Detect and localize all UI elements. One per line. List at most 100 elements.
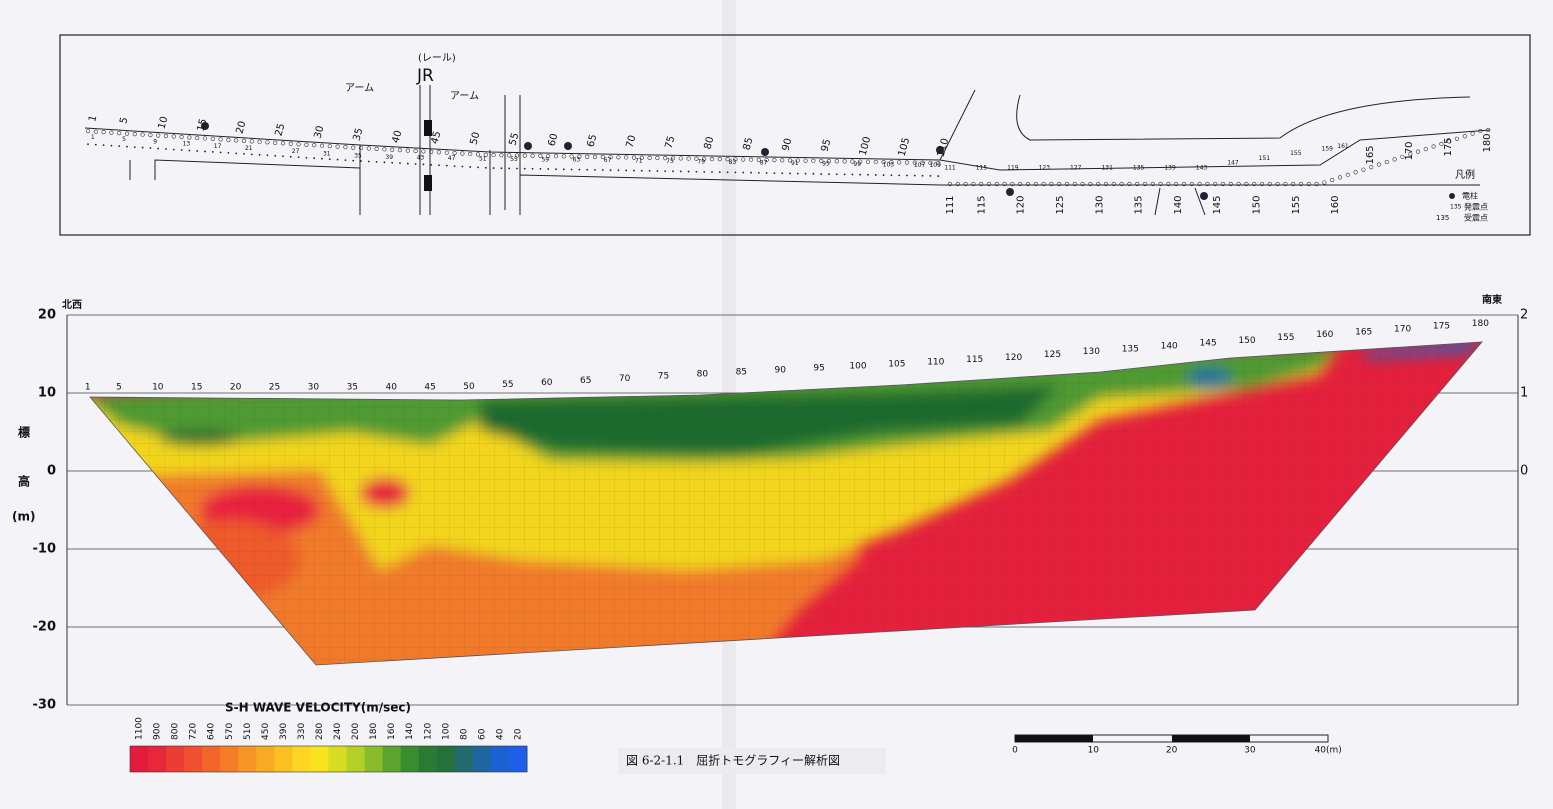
shot-label: 51	[479, 155, 487, 162]
receiver-dot	[1119, 181, 1124, 187]
receiver-dot	[171, 134, 176, 139]
colorbar-label: 280	[315, 723, 325, 740]
receiver-dot	[1384, 159, 1389, 165]
shot-dot	[578, 168, 581, 171]
receiver-dot	[140, 132, 145, 137]
station-label: 5	[118, 116, 130, 125]
receiver-dot	[955, 181, 960, 187]
receiver-dot	[1283, 181, 1288, 187]
receiver-dot	[725, 157, 730, 162]
receiver-dot	[834, 159, 839, 164]
colorbar-label: 510	[243, 723, 253, 740]
receiver-dot	[460, 151, 465, 156]
arm-label: アーム	[345, 82, 374, 94]
shot-label: 13	[183, 141, 191, 148]
receiver-dot	[265, 140, 270, 145]
shot-dot	[484, 166, 487, 169]
station-label: 95	[820, 138, 834, 153]
station-label: 115	[976, 195, 987, 214]
station-label: 110	[936, 137, 952, 158]
pole	[936, 146, 944, 154]
receiver-dot	[1415, 149, 1421, 154]
receiver-dot	[842, 159, 847, 164]
receiver-dot	[561, 154, 566, 159]
station-label: 90	[781, 137, 795, 152]
colorbar-cell	[130, 746, 149, 772]
shot-dot	[469, 166, 472, 168]
receiver-dot	[304, 142, 309, 147]
shot-dot	[913, 174, 916, 177]
station-label: 10	[157, 115, 171, 130]
receiver-dot	[826, 159, 832, 164]
receiver-dot	[600, 154, 605, 160]
shot-label: 161	[1337, 143, 1349, 150]
colorbar-label: 200	[351, 723, 361, 740]
shot-label: 147	[1227, 160, 1239, 167]
receiver-dot	[148, 132, 153, 138]
shot-dot	[828, 173, 830, 176]
shot-dot	[414, 163, 417, 165]
shot-label: 31	[323, 150, 331, 157]
caption-box	[618, 748, 886, 774]
colorbar-cell	[328, 746, 348, 772]
receiver-dot	[522, 153, 527, 158]
section-station-label: 30	[308, 383, 320, 393]
scalebar-labels: 0 10 20 30 40(m)	[1012, 746, 1342, 756]
receiver-dot	[1228, 181, 1233, 187]
section-station-label: 105	[888, 359, 905, 369]
receiver-dot	[444, 150, 449, 155]
receiver-dot	[1392, 157, 1397, 162]
section-station-label: 160	[1316, 330, 1333, 340]
colorbar-title: S-H WAVE VELOCITY(m/sec)	[225, 701, 411, 715]
receiver-dot	[979, 181, 984, 187]
shot-dot	[687, 170, 690, 173]
receiver-dot	[397, 148, 403, 153]
y-tick-label: -20	[33, 620, 57, 635]
section-station-label: 15	[191, 383, 202, 393]
shot-dot	[266, 154, 269, 157]
colorbar-cell	[436, 746, 456, 772]
receiver-dot	[1220, 181, 1226, 187]
shot-dot	[204, 150, 206, 153]
colorbar-label: 20	[513, 728, 523, 740]
section-station-label: 20	[230, 383, 242, 393]
shot-dot	[94, 143, 97, 146]
station-label: 170	[1404, 141, 1415, 160]
receiver-dot	[553, 154, 559, 159]
receiver-dot	[616, 155, 621, 160]
receiver-dot	[928, 160, 933, 166]
shot-dot	[656, 170, 659, 172]
scalebar-label: 20	[1166, 746, 1178, 756]
shot-dot	[734, 171, 737, 174]
section-station-label: 120	[1005, 353, 1022, 363]
receiver-dot	[639, 155, 644, 160]
station-label: 75	[664, 135, 678, 150]
section-station-label: 35	[347, 383, 358, 393]
shot-dot	[718, 171, 721, 174]
station-label: 150	[1252, 195, 1263, 214]
colorbar-cell	[184, 746, 203, 772]
shot-dot	[321, 157, 323, 160]
receiver-dot	[1103, 181, 1109, 187]
y-tick-label: 20	[38, 308, 56, 323]
section-station-label: 145	[1200, 339, 1217, 349]
shot-label: 131	[1101, 165, 1113, 172]
legend-pole	[1449, 193, 1455, 199]
colorbar-label: 240	[333, 723, 343, 740]
receiver-dot	[296, 142, 301, 147]
section-station-label: 60	[541, 378, 553, 388]
station-label: 135	[1134, 195, 1145, 214]
section-station-label: 1	[85, 383, 91, 393]
station-label: 80	[703, 136, 717, 151]
receiver-dot	[592, 154, 598, 159]
receiver-dot	[483, 152, 488, 157]
receiver-dot	[986, 181, 992, 187]
shot-label: 91	[791, 160, 799, 167]
station-label: 111	[945, 195, 956, 214]
receiver-dot	[1306, 181, 1311, 187]
receiver-dot	[507, 153, 512, 158]
shot-dot	[851, 173, 854, 176]
colorbar-label: 1100	[135, 717, 145, 740]
receiver-dot	[1462, 134, 1467, 139]
colorbar-cell	[310, 746, 329, 772]
